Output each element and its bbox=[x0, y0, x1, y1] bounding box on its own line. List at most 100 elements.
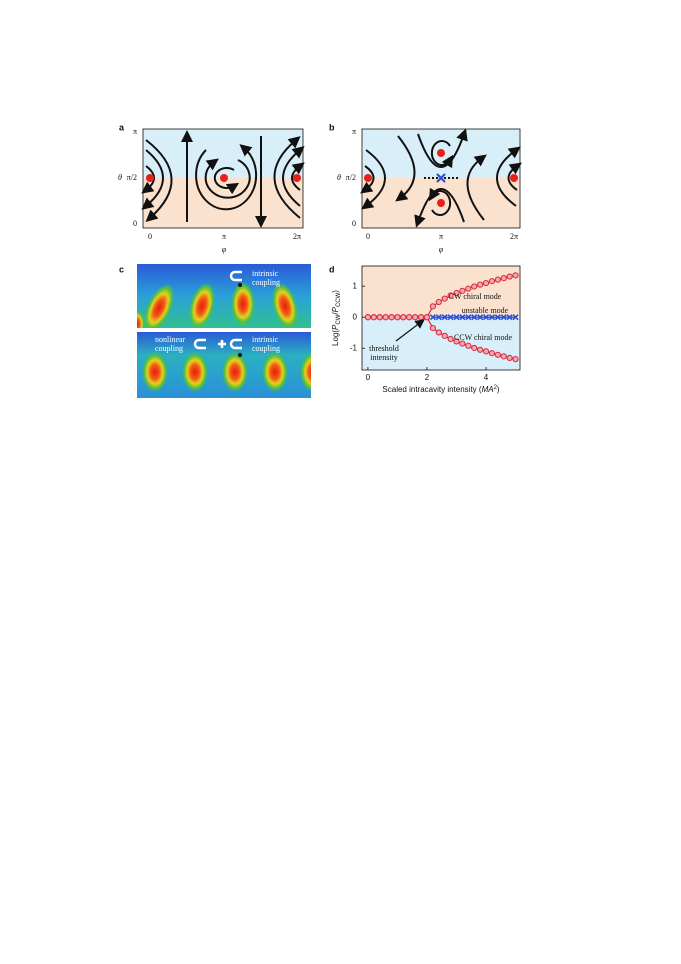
y-axis-label: θ bbox=[337, 173, 341, 182]
marker bbox=[453, 338, 460, 345]
frame bbox=[361, 265, 521, 371]
marker bbox=[400, 314, 407, 321]
marker bbox=[482, 279, 490, 287]
field-image bbox=[137, 332, 311, 398]
marker bbox=[465, 342, 472, 349]
marker bbox=[512, 356, 519, 363]
y-tick-label: 0 bbox=[352, 219, 356, 228]
marker bbox=[417, 314, 425, 321]
annotation: threshold bbox=[369, 344, 399, 353]
marker bbox=[482, 314, 490, 321]
marker bbox=[441, 295, 448, 302]
marker bbox=[429, 303, 436, 310]
frame bbox=[142, 128, 304, 229]
x-tick-label: 4 bbox=[484, 373, 489, 382]
panel-a: a π π/2 0 0 π 2π θ φ bbox=[118, 122, 305, 254]
marker bbox=[494, 314, 501, 321]
marker bbox=[406, 314, 413, 321]
saddle-point bbox=[436, 173, 446, 183]
marker bbox=[477, 346, 484, 353]
panel-label: a bbox=[119, 122, 125, 132]
y-tick-label: π/2 bbox=[127, 173, 137, 182]
marker bbox=[477, 281, 484, 288]
x-tick-label: 0 bbox=[366, 232, 370, 241]
y-tick-label: π/2 bbox=[346, 173, 356, 182]
fixed-point bbox=[510, 174, 518, 182]
y-tick-label: π bbox=[352, 127, 356, 136]
x-tick-label: 0 bbox=[148, 232, 152, 241]
marker bbox=[435, 314, 442, 321]
scatterer bbox=[238, 283, 242, 287]
annotation: coupling bbox=[252, 278, 280, 287]
marker bbox=[488, 278, 496, 285]
marker bbox=[453, 289, 460, 297]
fixed-point bbox=[437, 199, 445, 207]
marker bbox=[453, 314, 460, 321]
marker bbox=[447, 314, 454, 321]
fixed-point bbox=[146, 174, 154, 182]
marker bbox=[506, 314, 513, 321]
label-part: CW bbox=[336, 314, 342, 324]
x-tick-label: 2 bbox=[425, 373, 430, 382]
marker bbox=[500, 314, 507, 321]
marker bbox=[382, 314, 389, 321]
marker bbox=[447, 292, 454, 299]
marker bbox=[482, 348, 490, 355]
panel-label: d bbox=[329, 264, 335, 274]
fixed-point bbox=[220, 174, 228, 182]
marker bbox=[435, 329, 442, 336]
x-tick-label: 0 bbox=[366, 373, 371, 382]
marker bbox=[435, 298, 442, 306]
y-axis-label: Log(PCW/PCCW) bbox=[331, 290, 341, 346]
frame bbox=[361, 128, 521, 229]
x-tick-label: π bbox=[439, 232, 443, 241]
marker bbox=[506, 354, 513, 361]
coupling-icon bbox=[193, 338, 206, 350]
label-part: CCW bbox=[336, 292, 342, 307]
label-part: ) bbox=[331, 290, 340, 293]
panel-b: b π π/2 0 0 π 2π θ φ bbox=[329, 122, 522, 254]
marker bbox=[477, 314, 484, 321]
label-part: Log( bbox=[331, 330, 340, 346]
x-tick-label: π bbox=[222, 232, 226, 241]
marker bbox=[459, 287, 466, 294]
x-axis-label: φ bbox=[222, 245, 227, 254]
region bbox=[362, 317, 520, 370]
marker bbox=[471, 314, 478, 321]
marker bbox=[429, 324, 436, 332]
y-axis-label: θ bbox=[118, 173, 122, 182]
marker bbox=[488, 314, 496, 321]
marker bbox=[512, 272, 519, 279]
y-tick-label: 0 bbox=[133, 219, 137, 228]
fixed-point bbox=[364, 174, 372, 182]
label-part: P bbox=[331, 306, 340, 312]
region bbox=[143, 178, 303, 228]
marker bbox=[441, 332, 448, 339]
marker bbox=[471, 283, 478, 290]
annotation-arrow bbox=[395, 319, 425, 342]
marker bbox=[465, 314, 472, 321]
panel-label: c bbox=[119, 264, 124, 274]
x-tick-label: 2π bbox=[293, 232, 301, 241]
label-part: 2 bbox=[494, 385, 498, 391]
marker bbox=[412, 314, 419, 321]
series-label: unstable mode bbox=[462, 306, 509, 315]
label-part: P bbox=[331, 324, 340, 330]
x-axis-label: φ bbox=[439, 245, 444, 254]
marker bbox=[459, 340, 466, 347]
marker bbox=[494, 351, 501, 358]
annotation: coupling bbox=[155, 344, 183, 353]
marker bbox=[465, 285, 472, 292]
marker bbox=[429, 314, 436, 321]
marker bbox=[364, 314, 372, 321]
panel-label: b bbox=[329, 122, 335, 132]
y-tick-label: -1 bbox=[350, 343, 358, 352]
x-axis-label: Scaled intracavity intensity (MA2) bbox=[382, 385, 500, 395]
region bbox=[143, 129, 303, 178]
marker bbox=[394, 314, 401, 321]
marker bbox=[488, 350, 496, 357]
marker bbox=[459, 314, 466, 321]
coupling-icon bbox=[229, 270, 242, 282]
panel-d: d Log(PCW/PCCW) Scaled intracavity inten… bbox=[329, 264, 500, 394]
y-tick-label: 1 bbox=[353, 281, 358, 290]
